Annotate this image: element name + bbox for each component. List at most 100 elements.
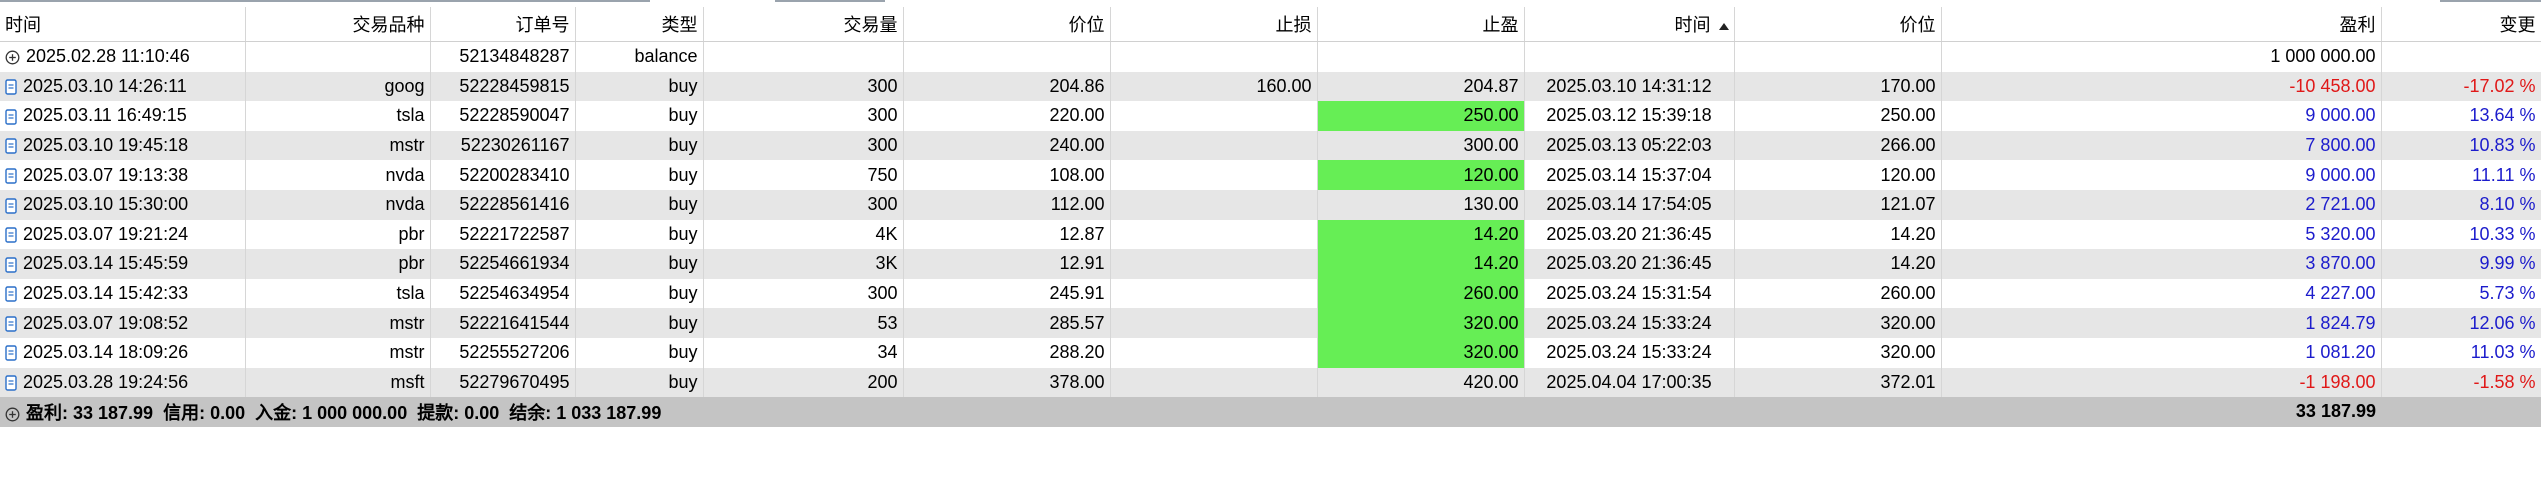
col-header-type[interactable]: 类型 — [575, 7, 704, 42]
order-number: 52200283410 — [430, 160, 576, 190]
symbol: nvda — [245, 189, 431, 220]
col-header-symbol[interactable]: 交易品种 — [245, 7, 431, 42]
trade-type: buy — [575, 71, 704, 102]
open-time: 2025.03.14 18:09:26 — [23, 342, 189, 363]
balance-change-cell — [2381, 41, 2541, 72]
open-price: 108.00 — [903, 160, 1111, 190]
profit: 4 227.00 — [1941, 278, 2382, 309]
stop-loss — [1110, 308, 1318, 338]
col-header-change[interactable]: 变更 — [2381, 7, 2541, 42]
symbol: mstr — [245, 308, 431, 338]
close-time: 2025.03.10 14:31:12 — [1524, 71, 1735, 102]
open-time: 2025.03.14 15:45:59 — [23, 253, 189, 274]
close-time: 2025.03.12 15:39:18 — [1524, 101, 1735, 131]
document-icon[interactable] — [5, 316, 17, 332]
document-icon[interactable] — [5, 79, 17, 95]
plus-circle-icon[interactable] — [5, 50, 20, 65]
col-header-time[interactable]: 时间 — [0, 7, 246, 42]
open-price: 378.00 — [903, 367, 1111, 398]
close-price: 260.00 — [1734, 278, 1942, 309]
open-time: 2025.03.10 15:30:00 — [23, 194, 189, 215]
document-icon[interactable] — [5, 257, 17, 273]
trade-type: buy — [575, 308, 704, 338]
table-row[interactable]: 2025.03.10 14:26:11 goog 52228459815 buy 300… — [0, 71, 2541, 102]
open-time: 2025.03.07 19:21:24 — [23, 223, 189, 244]
balance-profit: 1 000 000.00 — [1941, 41, 2382, 72]
col-header-close-time[interactable]: 时间 — [1524, 7, 1735, 42]
table-row[interactable]: 2025.03.14 15:45:59 pbr 52254661934 buy 3K 12… — [0, 249, 2541, 279]
open-time-cell: 2025.03.11 16:49:15 — [0, 101, 246, 131]
close-price: 372.01 — [1734, 367, 1942, 398]
take-profit: 320.00 — [1317, 308, 1525, 338]
symbol: nvda — [245, 160, 431, 190]
profit: 3 870.00 — [1941, 249, 2382, 279]
stop-loss — [1110, 130, 1318, 161]
take-profit: 260.00 — [1317, 278, 1525, 309]
change-percent: 10.83 % — [2381, 130, 2541, 161]
col-header-close-price[interactable]: 价位 — [1734, 7, 1942, 42]
balance-time: 2025.02.28 11:10:46 — [26, 46, 190, 67]
col-header-profit[interactable]: 盈利 — [1941, 7, 2382, 42]
trade-type: buy — [575, 278, 704, 309]
document-icon[interactable] — [5, 109, 17, 125]
close-price: 14.20 — [1734, 219, 1942, 250]
col-header-sl[interactable]: 止损 — [1110, 7, 1318, 42]
stop-loss — [1110, 278, 1318, 309]
col-header-order[interactable]: 订单号 — [430, 7, 576, 42]
open-time-cell: 2025.03.10 14:26:11 — [0, 71, 246, 102]
trade-type: buy — [575, 189, 704, 220]
order-number: 52228459815 — [430, 71, 576, 102]
col-header-price[interactable]: 价位 — [903, 7, 1111, 42]
table-row[interactable]: 2025.03.07 19:08:52 mstr 52221641544 buy 53 2… — [0, 308, 2541, 338]
profit: 5 320.00 — [1941, 219, 2382, 250]
trade-type: buy — [575, 337, 704, 368]
stop-loss — [1110, 337, 1318, 368]
open-time-cell: 2025.03.14 15:42:33 — [0, 278, 246, 309]
summary-text: 盈利: 33 187.99 信用: 0.00 入金: 1 000 000.00 … — [26, 402, 662, 423]
document-icon[interactable] — [5, 345, 17, 362]
summary-text-cell: 盈利: 33 187.99 信用: 0.00 入金: 1 000 000.00 … — [0, 397, 1941, 427]
open-time: 2025.03.10 19:45:18 — [23, 135, 189, 156]
open-time-cell: 2025.03.10 19:45:18 — [0, 130, 246, 161]
table-row[interactable]: 2025.03.11 16:49:15 tsla 52228590047 buy 300… — [0, 101, 2541, 131]
table-row[interactable]: 2025.03.07 19:21:24 pbr 52221722587 buy 4K 12… — [0, 219, 2541, 250]
document-icon[interactable] — [5, 286, 17, 302]
open-price: 240.00 — [903, 130, 1111, 161]
close-time: 2025.03.13 05:22:03 — [1524, 130, 1735, 161]
close-time: 2025.03.20 21:36:45 — [1524, 249, 1735, 279]
volume: 300 — [703, 101, 904, 131]
table-row[interactable]: 2025.03.07 19:13:38 nvda 52200283410 buy 750… — [0, 160, 2541, 190]
close-price: 170.00 — [1734, 71, 1942, 102]
summary-row[interactable]: 盈利: 33 187.99 信用: 0.00 入金: 1 000 000.00 … — [0, 397, 2541, 427]
col-header-volume[interactable]: 交易量 — [703, 7, 904, 42]
open-time: 2025.03.14 15:42:33 — [23, 283, 189, 304]
symbol: pbr — [245, 249, 431, 279]
volume: 300 — [703, 71, 904, 102]
top-edge-segment-mid — [775, 0, 885, 2]
summary-profit: 33 187.99 — [1941, 397, 2381, 427]
col-header-tp[interactable]: 止盈 — [1317, 7, 1525, 42]
open-price: 245.91 — [903, 278, 1111, 309]
table-row[interactable]: 2025.03.14 18:09:26 mstr 52255527206 buy 34 2… — [0, 337, 2541, 368]
plus-circle-icon[interactable] — [5, 407, 20, 422]
document-icon[interactable] — [5, 227, 17, 243]
document-icon[interactable] — [5, 138, 17, 155]
table-row[interactable]: 2025.03.28 19:24:56 msft 52279670495 buy 200… — [0, 367, 2541, 398]
balance-row[interactable]: 2025.02.28 11:10:46 52134848287 balance … — [0, 41, 2541, 72]
order-number: 52279670495 — [430, 367, 576, 398]
change-percent: -1.58 % — [2381, 367, 2541, 398]
document-icon[interactable] — [5, 375, 17, 391]
document-icon[interactable] — [5, 197, 17, 214]
close-price: 121.07 — [1734, 189, 1942, 220]
change-percent: 13.64 % — [2381, 101, 2541, 131]
close-time: 2025.03.24 15:31:54 — [1524, 278, 1735, 309]
document-icon[interactable] — [5, 168, 17, 184]
order-number: 52230261167 — [430, 130, 576, 161]
balance-type: balance — [575, 41, 704, 72]
balance-price-cell — [903, 41, 1111, 72]
table-row[interactable]: 2025.03.14 15:42:33 tsla 52254634954 buy 300… — [0, 278, 2541, 309]
table-row[interactable]: 2025.03.10 15:30:00 nvda 52228561416 buy 300… — [0, 189, 2541, 220]
take-profit: 14.20 — [1317, 219, 1525, 250]
close-time: 2025.03.24 15:33:24 — [1524, 337, 1735, 368]
table-row[interactable]: 2025.03.10 19:45:18 mstr 52230261167 buy 300… — [0, 130, 2541, 161]
